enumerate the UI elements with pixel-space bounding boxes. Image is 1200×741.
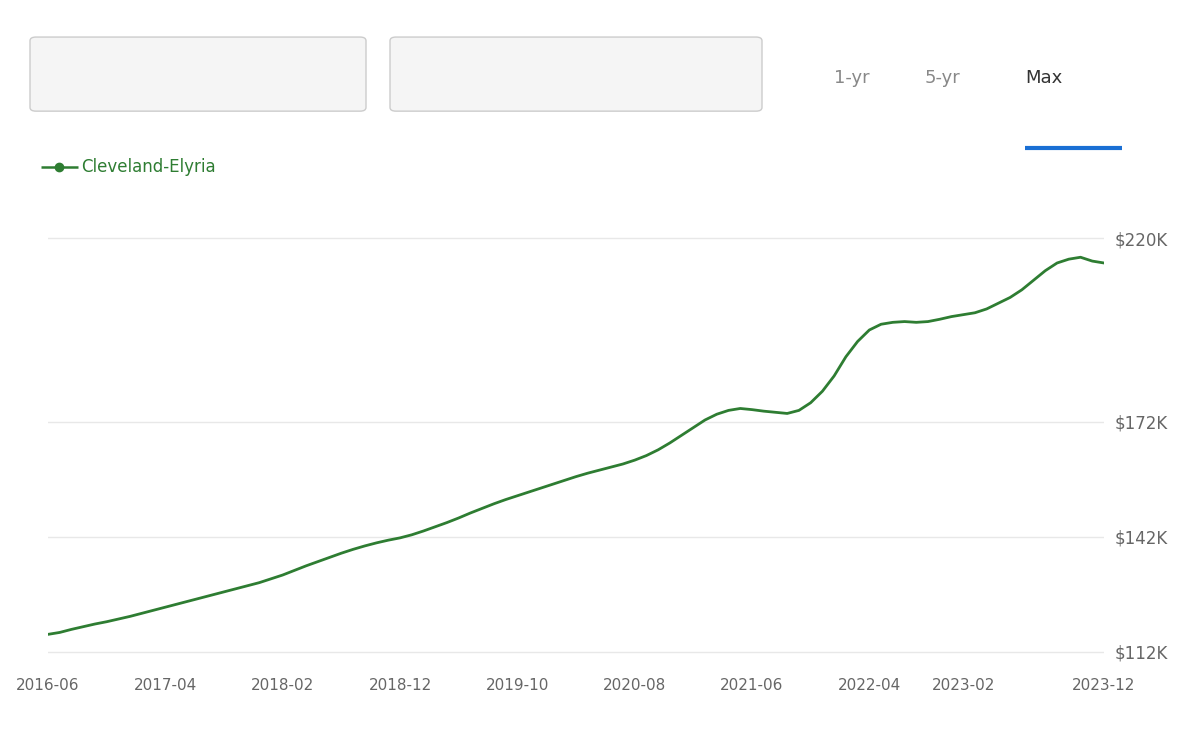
Text: ∨: ∨ bbox=[726, 70, 737, 85]
Text: Zillow Home Value Index: Zillow Home Value Index bbox=[54, 69, 277, 87]
Text: All homes: All homes bbox=[414, 69, 503, 87]
Text: ∨: ∨ bbox=[330, 70, 341, 85]
Text: 1-yr: 1-yr bbox=[834, 69, 870, 87]
Text: Cleveland-Elyria: Cleveland-Elyria bbox=[82, 158, 216, 176]
Text: Max: Max bbox=[1025, 69, 1063, 87]
Text: 5-yr: 5-yr bbox=[924, 69, 960, 87]
